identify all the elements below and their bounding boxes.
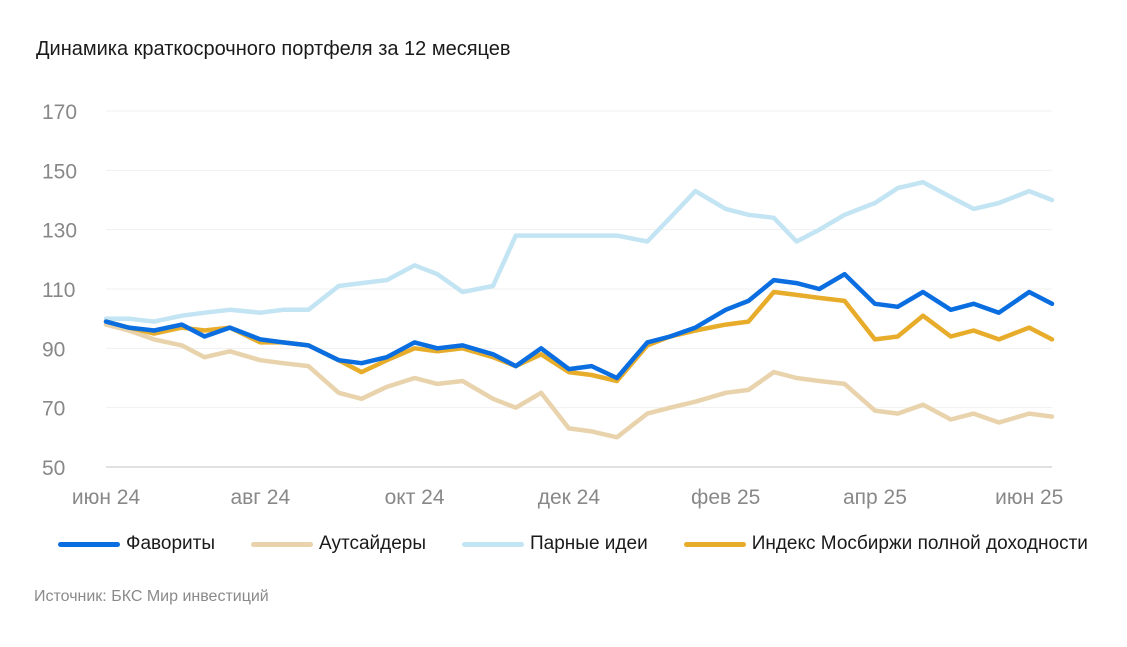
y-tick-label: 70 [42, 398, 65, 421]
series-layer [103, 179, 1055, 440]
x-tick-label: окт 24 [385, 486, 445, 509]
y-tick-label: 150 [42, 160, 77, 183]
legend-label: Фавориты [126, 533, 215, 554]
legend-item: Фавориты [58, 533, 215, 555]
series-line-0 [103, 271, 1055, 381]
chart-title: Динамика краткосрочного портфеля за 12 м… [36, 38, 511, 60]
x-tick-label: дек 24 [538, 486, 601, 509]
x-tick-label: июн 25 [995, 486, 1063, 509]
y-tick-label: 90 [42, 338, 65, 361]
legend-swatch [58, 541, 120, 547]
y-tick-label: 50 [42, 457, 65, 480]
source-note: Источник: БКС Мир инвестиций [34, 588, 269, 605]
y-tick-label: 110 [42, 279, 75, 302]
x-tick-label: июн 24 [72, 486, 141, 509]
legend-swatch [462, 541, 525, 547]
legend-item: Парные идеи [462, 533, 648, 555]
series-line-2 [103, 179, 1055, 324]
grid-layer [106, 110, 1052, 468]
axis-layer: 50 70 90 110 130 150 170 июн 24 авг 24 окт 24 дек … [42, 101, 1063, 509]
x-tick-label: апр 25 [843, 486, 907, 509]
legend-swatch [683, 541, 746, 547]
legend: Фавориты Аутсайдеры Парные идеи Индекс Мосб… [58, 533, 1088, 555]
x-tick-label: фев 25 [691, 486, 760, 509]
x-tick-label: авг 24 [230, 486, 290, 509]
legend-label: Парные идеи [530, 533, 648, 554]
legend-label: Индекс Мосбиржи полной доходности [751, 533, 1088, 554]
legend-label: Аутсайдеры [319, 533, 427, 554]
series-line-3 [103, 289, 1055, 384]
legend-item: Аутсайдеры [251, 533, 426, 555]
y-tick-label: 130 [42, 220, 77, 243]
series-line-1 [103, 322, 1055, 440]
y-tick-label: 170 [42, 101, 77, 124]
legend-swatch [251, 541, 313, 547]
legend-item: Индекс Мосбиржи полной доходности [683, 533, 1088, 555]
